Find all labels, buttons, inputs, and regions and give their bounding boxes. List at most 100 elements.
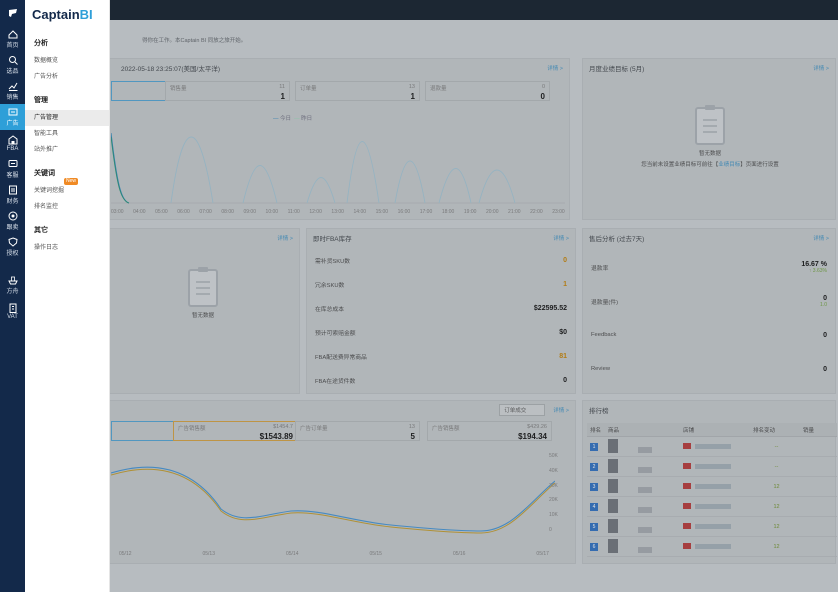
fba-row-value: 81 [559, 352, 567, 360]
nav-chart[interactable]: 销售 [0, 78, 25, 104]
table-row[interactable]: 2 -- [587, 457, 837, 477]
rank-number: 3 [590, 482, 598, 491]
fba-row-label: 预计可索赔金额 [315, 330, 356, 337]
rank-col-header: 排名 [590, 427, 602, 434]
x-tick: 17:00 [419, 209, 433, 215]
x-tick: 20:00 [485, 209, 499, 215]
mid-left-empty-text: 暂无数据 [191, 313, 214, 319]
after-sales-row[interactable]: Feedback 0 [591, 325, 827, 345]
icon-nav-bar: 首页选品销售 广告 FBA 客服财务跟卖 授权方舟 VAT [0, 0, 25, 592]
target-more-link[interactable]: 详情 > [813, 66, 829, 72]
notice-bar: 得你在工作。本Captain BI 同放之旅开始。 [110, 20, 838, 50]
clipboard-icon [188, 267, 218, 307]
menu-item[interactable]: 广告管理 [25, 110, 109, 126]
rank-change: 12 [773, 543, 780, 550]
nav-label: 财务 [6, 199, 19, 205]
ad-more-link[interactable]: 详情 > [553, 408, 569, 414]
target-empty: 暂无数据 您当前未设置业绩目标可前往【业绩目标】页面进行设置 [583, 105, 837, 168]
nav-label: FBA [6, 145, 19, 152]
fba-row[interactable]: FBA配送费异常商品 81 [315, 349, 567, 363]
rank-col-header: 商品 [608, 427, 620, 434]
mid-left-more-link[interactable]: 详情 > [277, 236, 293, 242]
menu-item[interactable]: 排名监控 [25, 199, 109, 215]
fba-row[interactable]: FBA在途货件数 0 [315, 373, 567, 387]
fba-row[interactable]: 冗余SKU数 1 [315, 277, 567, 291]
nav-warehouse[interactable]: FBA [0, 130, 25, 156]
nav-search[interactable]: 选品 [0, 52, 25, 78]
sales-chart [111, 132, 565, 204]
ad-icon [8, 108, 17, 116]
after-sales-value: 0 [823, 365, 827, 373]
stat-value: 0 [540, 92, 545, 101]
fba-row[interactable]: 在库总成本 $22595.52 [315, 301, 567, 315]
after-sales-row[interactable]: Review 0 [591, 359, 827, 379]
shop-name [680, 462, 750, 471]
after-sales-value: 16.67 % [801, 260, 827, 268]
nav-shield[interactable]: 授权 [0, 234, 25, 260]
nav-ad[interactable]: 广告 [0, 104, 25, 130]
rank-table-header: 排名 商品 店铺 排名变动 销量 [587, 423, 837, 437]
menu-section-title: 分析 [34, 40, 48, 47]
shop-name [680, 482, 750, 491]
nav-building[interactable]: VAT [0, 298, 25, 324]
stat-box[interactable]: 销售量 11 1 [165, 81, 290, 101]
nav-ship[interactable]: 方舟 [0, 272, 25, 298]
menu-item-label: 智能工具 [34, 131, 59, 137]
after-sales-row[interactable]: 退款率 16.67 % ↑ 3.63% [591, 257, 827, 277]
x-tick: 09:00 [243, 209, 256, 215]
nav-home[interactable]: 首页 [0, 26, 25, 52]
y-tick: 30K [549, 482, 558, 489]
stat-box[interactable]: 广告销售额 $1454.7 $1543.89 [173, 421, 298, 441]
menu-item[interactable]: 智能工具 [25, 126, 109, 142]
fba-row-label: 在库总成本 [315, 306, 344, 313]
menu-item-label: 数据概览 [34, 58, 59, 64]
x-tick: 21:00 [508, 209, 521, 215]
fba-row[interactable]: 预计可索赔金额 $0 [315, 325, 567, 339]
table-row[interactable]: 5 12 [587, 517, 837, 537]
after-sales-row[interactable]: 退款量(件) 0 1.0 [591, 291, 827, 311]
top-bar [110, 0, 838, 20]
sales-more-link[interactable]: 详情 > [547, 66, 563, 72]
nav-target[interactable]: 跟卖 [0, 208, 25, 234]
table-row[interactable]: 1 -- [587, 437, 837, 457]
table-row[interactable]: 6 12 [587, 537, 837, 557]
product-thumbnail [605, 498, 680, 515]
x-tick: 14:00 [353, 209, 367, 215]
shop-name [680, 442, 750, 451]
target-hint-link[interactable]: 业绩目标 [718, 162, 741, 168]
nav-finance[interactable]: 财务 [0, 182, 25, 208]
after-sales-change: 1.0 [820, 301, 827, 308]
nav-label: 选品 [6, 69, 19, 75]
stat-value: 1 [410, 92, 415, 101]
logo-icon[interactable] [0, 0, 25, 26]
x-tick: 12:00 [309, 209, 322, 215]
stat-previous: 11 [279, 84, 285, 90]
fba-more-link[interactable]: 详情 > [553, 236, 569, 242]
menu-item-label: 广告分析 [34, 74, 59, 80]
stat-box[interactable]: 订单量 13 1 [295, 81, 420, 101]
menu-item[interactable]: 广告分析 [25, 69, 109, 85]
nav-chat[interactable]: 客服 [0, 156, 25, 182]
target-card: 月度业绩目标 (5月) 详情 > 暂无数据 您当前未设置业绩目标可前往【业绩目标】… [582, 58, 836, 220]
dim-overlay[interactable] [110, 0, 838, 592]
menu-item[interactable]: 关键词挖掘 New [25, 178, 109, 199]
stat-box[interactable]: 广告销售额 $429.26 $194.34 [427, 421, 552, 441]
after-sales-more-link[interactable]: 详情 > [813, 236, 829, 242]
rank-change: -- [774, 443, 779, 450]
menu-item[interactable]: 数据概览 [25, 53, 109, 69]
menu-item[interactable]: 操作日志 [25, 240, 109, 256]
x-tick: 06:00 [177, 209, 190, 215]
fba-row-label: FBA在途货件数 [315, 378, 356, 385]
ad-metric-select[interactable]: 订单成交 [499, 404, 546, 416]
table-row[interactable]: 3 12 [587, 477, 837, 497]
stat-previous: 13 [408, 424, 415, 430]
search-icon [8, 56, 18, 65]
stat-box[interactable]: 广告订单量 13 5 [295, 421, 420, 441]
fba-row[interactable]: 需补货SKU数 0 [315, 253, 567, 267]
menu-item[interactable]: 站外推广 [25, 142, 109, 158]
table-row[interactable]: 4 12 [587, 497, 837, 517]
stat-box[interactable]: 退款量 0 0 [425, 81, 550, 101]
brand-logo[interactable]: Captain BI [25, 0, 109, 28]
product-thumbnail [605, 458, 680, 475]
stat-previous: 13 [408, 84, 415, 90]
